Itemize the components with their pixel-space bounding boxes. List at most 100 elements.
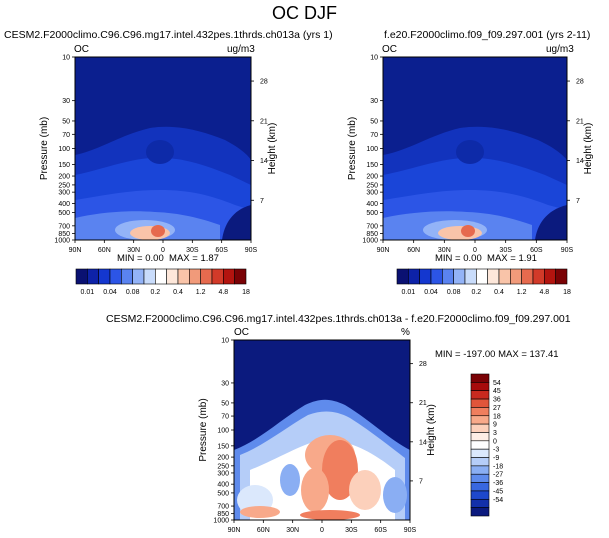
colorbar-label: 0.2 [471, 289, 481, 296]
plot-area-bottom [233, 339, 411, 521]
colorbar-label: 4.8 [539, 289, 549, 296]
panel-title-bottom: CESM2.F2000climo.C96.C96.mg17.intel.432p… [106, 313, 571, 325]
colorbar-label: 0.4 [494, 289, 504, 296]
x-tick-label: 30S [499, 247, 512, 254]
colorbar-label: 0.01 [81, 289, 95, 296]
y-tick-label: 850 [366, 231, 378, 238]
x-tick-label: 90N [228, 527, 241, 534]
x-tick-label: 90S [245, 247, 258, 254]
colorbar-label: 54 [493, 380, 501, 387]
y2-tick-label: 28 [419, 361, 427, 368]
x-tick-label: 90S [404, 527, 417, 534]
y2-axis-label: Height (km) [267, 123, 278, 175]
y-tick-label: 50 [62, 118, 70, 125]
stats-max-label: MAX = [169, 253, 198, 264]
colorbar-swatch [223, 268, 235, 285]
y-tick-label: 1000 [54, 238, 70, 245]
panel-title-top-right: f.e20.F2000climo.f09_f09.297.001 (yrs 2-… [384, 29, 591, 41]
var-label-bottom: OC [234, 327, 249, 338]
y-tick-label: 500 [58, 210, 70, 217]
colorbar-swatch [408, 268, 420, 285]
panel-title-top-left: CESM2.F2000climo.C96.C96.mg17.intel.432p… [4, 29, 333, 41]
colorbar-swatch [470, 490, 490, 500]
stats-max-label: MAX = [487, 253, 516, 264]
colorbar-label: 0.04 [103, 289, 117, 296]
colorbar-swatch [487, 268, 500, 285]
y2-tick-label: 7 [419, 478, 423, 485]
stats-max-value: 1.91 [518, 253, 537, 264]
stats-top-left: MIN = 0.00 MAX = 1.87 [117, 253, 219, 264]
colorbar-swatch [87, 268, 99, 285]
stats-max-value: 1.87 [200, 253, 219, 264]
y-tick-label: 150 [58, 162, 70, 169]
units-label-top-left: ug/m3 [227, 44, 255, 55]
x-tick-label: 90S [561, 247, 574, 254]
colorbar-label: 3 [493, 430, 497, 437]
colorbar-label: 0 [493, 438, 497, 445]
colorbar-label: -9 [493, 455, 499, 462]
y2-tick-label: 28 [576, 79, 584, 86]
colorbar-swatch [430, 268, 443, 285]
y-tick-label: 30 [370, 98, 378, 105]
colorbar-swatch [166, 268, 179, 285]
colorbar-label: -36 [493, 480, 503, 487]
colorbar-label: 0.08 [126, 289, 140, 296]
x-tick-label: 0 [473, 247, 477, 254]
axes-bottom: 90N 60N 30N 0 30S 60S 90S 10 30 50 70 100 150 2002503… [198, 338, 437, 535]
y-tick-label: 250 [366, 182, 378, 189]
colorbar-label: -54 [493, 497, 503, 504]
colorbar-label: 27 [493, 405, 501, 412]
colorbar-swatch [470, 398, 490, 408]
y-tick-label: 300 [58, 190, 70, 197]
y2-tick-label: 28 [260, 79, 268, 86]
y-tick-label: 700 [217, 504, 229, 511]
y2-tick-label: 14 [419, 439, 427, 446]
y2-axis-label: Height (km) [426, 404, 437, 456]
colorbar-swatch [470, 482, 490, 492]
colorbar-label: 45 [493, 388, 501, 395]
y-tick-label: 10 [62, 55, 70, 62]
colorbar-swatch [510, 268, 522, 285]
axes-top-left: 90N 60N 30N 0 30S 60S 90S 10 30 50 70 100 150 2002503… [39, 55, 278, 255]
var-label-top-left: OC [74, 44, 89, 55]
x-tick-label: 0 [161, 247, 165, 254]
colorbar-swatch [476, 268, 488, 285]
y-tick-label: 500 [366, 210, 378, 217]
y-tick-label: 30 [221, 380, 229, 387]
y-tick-label: 50 [221, 400, 229, 407]
colorbar-swatch [143, 268, 156, 285]
colorbar-swatch [442, 268, 454, 285]
colorbar-swatch [470, 423, 490, 433]
colorbar-swatch [498, 268, 511, 285]
colorbar-swatch [211, 268, 224, 285]
y-tick-label: 700 [366, 223, 378, 230]
colorbar-swatch [470, 448, 490, 458]
colorbar-swatch [200, 268, 213, 285]
y2-tick-label: 7 [576, 198, 580, 205]
stats-min-label: MIN = [435, 253, 461, 264]
y-tick-label: 100 [58, 146, 70, 153]
y2-tick-label: 21 [260, 118, 268, 125]
var-label-top-right: OC [382, 44, 397, 55]
stats-top-right: MIN = 0.00 MAX = 1.91 [435, 253, 537, 264]
y-tick-label: 200 [58, 174, 70, 181]
x-tick-label: 90N [377, 247, 390, 254]
y-tick-label: 500 [217, 490, 229, 497]
colorbar-swatch [555, 268, 568, 285]
units-label-bottom: % [401, 327, 410, 338]
y-tick-label: 300 [217, 470, 229, 477]
x-tick-label: 60N [407, 247, 420, 254]
colorbar-label: 0.2 [150, 289, 160, 296]
y-tick-label: 400 [366, 201, 378, 208]
colorbar-label: 18 [493, 413, 501, 420]
y-tick-label: 250 [58, 182, 70, 189]
colorbar-swatch [396, 268, 409, 285]
colorbar-label: 18 [242, 289, 250, 296]
y-tick-label: 70 [370, 132, 378, 139]
colorbar-top-left: 0.01 0.04 0.08 0.2 0.4 1.2 4.8 18 [75, 268, 250, 296]
y-tick-label: 700 [58, 223, 70, 230]
plot-area-top-right [382, 56, 568, 241]
x-tick-label: 60N [257, 527, 270, 534]
